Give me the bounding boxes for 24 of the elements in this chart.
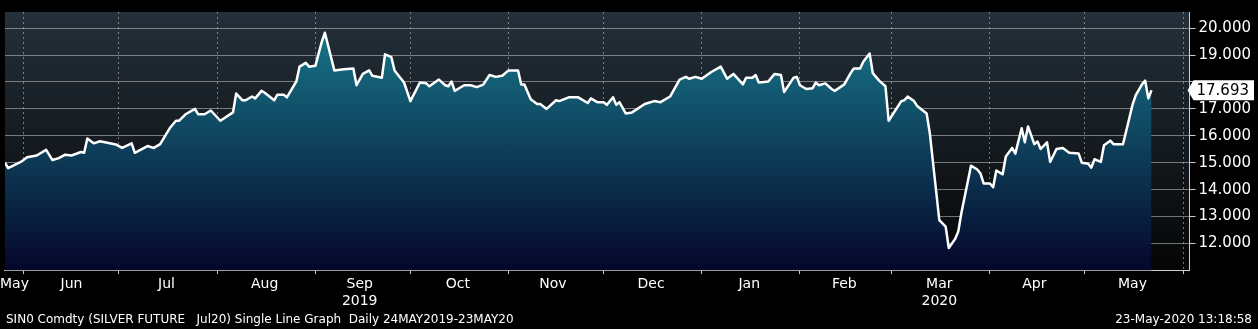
x-tick-label: Sep 2019 <box>341 275 378 309</box>
y-tick-label: 17.000 <box>1198 98 1252 117</box>
x-tick-label: Apr <box>1022 275 1047 292</box>
y-tick-label: 13.000 <box>1198 206 1252 225</box>
x-tick-label: Aug <box>251 275 279 292</box>
y-tick-label: 20.000 <box>1198 18 1252 37</box>
text: 23-May-2020 13:18:58 <box>1115 311 1252 328</box>
x-tick-label: Oct <box>445 275 471 292</box>
x-tick-label: May <box>1118 275 1147 292</box>
x-tick-label: Nov <box>539 275 567 292</box>
y-tick-label: 16.000 <box>1198 125 1252 144</box>
x-tick-label: May <box>0 275 29 292</box>
annotation: 17.693 <box>1196 81 1250 100</box>
x-tick-label: Jan <box>737 275 761 292</box>
x-tick-label: Mar 2020 <box>921 275 958 309</box>
y-tick-label: 14.000 <box>1198 179 1252 198</box>
x-tick-label: Dec <box>637 275 665 292</box>
y-tick-label: 12.000 <box>1198 233 1252 252</box>
x-tick-label: Jun <box>59 275 83 292</box>
y-tick-label: 19.000 <box>1198 44 1252 63</box>
y-tick-label: 15.000 <box>1198 152 1252 171</box>
x-tick-label: Jul <box>157 275 175 292</box>
x-tick-label: Feb <box>831 275 857 292</box>
text: SIN0 Comdty (SILVER FUTURE Jul20) Single Line Graph Daily 24MAY2019-23MAY20 <box>6 311 514 328</box>
